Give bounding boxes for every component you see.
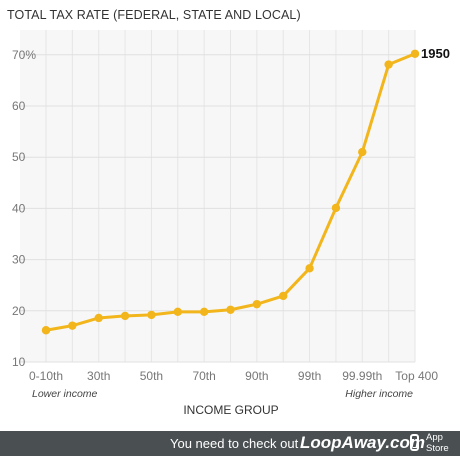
plot-background bbox=[20, 30, 415, 362]
x-tick-label: 0-10th bbox=[29, 369, 63, 383]
lower-income-note: Lower income bbox=[32, 388, 98, 400]
data-point bbox=[199, 307, 209, 317]
app-store-label[interactable]: App Store bbox=[426, 432, 460, 454]
data-point bbox=[331, 203, 341, 213]
footer-banner[interactable]: You need to check out LoopAway.com App S… bbox=[0, 431, 460, 456]
app-store-line2: Store bbox=[426, 443, 449, 454]
data-point bbox=[358, 147, 367, 157]
y-axis-ticks: 70% 60 50 40 30 20 10 bbox=[12, 48, 36, 369]
data-point bbox=[279, 291, 288, 301]
app-store-line1: App bbox=[426, 432, 443, 443]
data-point bbox=[305, 264, 314, 273]
higher-income-note: Higher income bbox=[345, 388, 413, 400]
chart-title: TOTAL TAX RATE (FEDERAL, STATE AND LOCAL… bbox=[7, 8, 301, 22]
y-tick-label: 30 bbox=[12, 253, 26, 267]
y-tick-label: 50 bbox=[12, 150, 26, 164]
y-tick-label: 40 bbox=[12, 201, 26, 215]
y-tick-label: 60 bbox=[12, 99, 26, 113]
data-point bbox=[68, 321, 77, 330]
data-point bbox=[226, 305, 235, 314]
phone-icon bbox=[410, 434, 419, 451]
data-point bbox=[173, 307, 182, 317]
data-point bbox=[410, 49, 420, 58]
data-point bbox=[384, 60, 393, 69]
data-point bbox=[120, 311, 130, 321]
data-point bbox=[147, 310, 156, 320]
x-tick-label: Top 400 bbox=[395, 369, 438, 383]
series-label: 1950 bbox=[421, 46, 450, 61]
y-tick-label: 70% bbox=[12, 48, 36, 62]
data-point bbox=[41, 326, 51, 335]
data-point bbox=[94, 313, 103, 323]
x-tick-label: 30th bbox=[87, 369, 110, 383]
x-axis-label: INCOME GROUP bbox=[183, 403, 278, 417]
line-chart: 70% 60 50 40 30 20 10 0-10th 30th 50th 70th 90th 99… bbox=[12, 30, 450, 417]
x-tick-label: 70th bbox=[192, 369, 215, 383]
x-tick-label: 99.99th bbox=[342, 369, 382, 383]
x-tick-label: 99th bbox=[298, 369, 321, 383]
x-axis-ticks: 0-10th 30th 50th 70th 90th 99th 99.99th Top 400 bbox=[29, 369, 438, 383]
x-tick-label: 90th bbox=[245, 369, 268, 383]
y-tick-label: 20 bbox=[12, 304, 26, 318]
series-layer: 1950 bbox=[41, 46, 450, 335]
footer-brand[interactable]: LoopAway.com bbox=[300, 433, 425, 452]
y-tick-label: 10 bbox=[12, 355, 26, 369]
data-point bbox=[252, 299, 262, 309]
x-tick-label: 50th bbox=[140, 369, 163, 383]
footer-text: You need to check out bbox=[170, 436, 299, 451]
